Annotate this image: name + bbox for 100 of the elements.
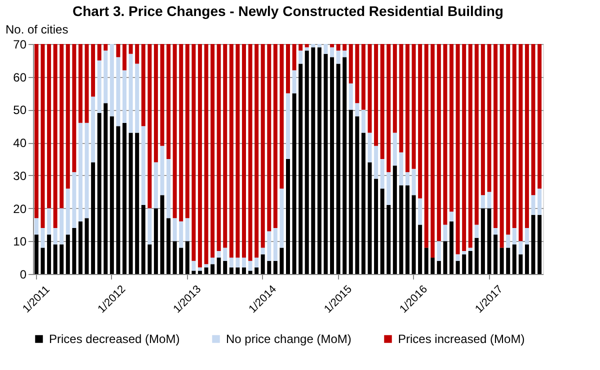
- bar: [72, 172, 76, 228]
- bar: [236, 267, 240, 274]
- bar: [336, 44, 340, 51]
- legend-label: No price change (MoM): [226, 332, 352, 346]
- bar: [317, 47, 322, 274]
- bar: [392, 44, 397, 133]
- bar: [97, 113, 102, 274]
- y-tick-label: 20: [13, 202, 27, 216]
- bar: [172, 241, 177, 274]
- bar: [456, 260, 460, 274]
- bar: [78, 221, 82, 274]
- bar: [506, 44, 510, 235]
- bar: [280, 248, 284, 274]
- bar: [122, 70, 126, 123]
- bar: [267, 260, 272, 274]
- bar: [418, 224, 422, 274]
- bar: [506, 248, 510, 274]
- bar: [311, 47, 316, 274]
- bar: [135, 44, 140, 64]
- bar: [122, 44, 126, 70]
- bar: [336, 64, 340, 274]
- bar: [198, 44, 202, 268]
- bar: [494, 44, 498, 228]
- bar: [210, 258, 215, 264]
- bar: [424, 44, 428, 248]
- bar: [518, 241, 523, 254]
- bar: [531, 195, 536, 215]
- bar: [324, 54, 328, 274]
- bar: [185, 44, 190, 218]
- bar: [430, 44, 435, 258]
- bar: [84, 122, 89, 218]
- bar: [116, 57, 120, 126]
- bar: [386, 205, 391, 274]
- bar: [185, 218, 190, 242]
- bar: [462, 254, 466, 274]
- bar: [34, 234, 38, 274]
- bar: [236, 258, 240, 268]
- y-tick-label: 30: [13, 168, 27, 183]
- bar: [204, 267, 208, 274]
- bar: [524, 44, 529, 228]
- bar: [273, 228, 278, 261]
- bar: [248, 260, 252, 271]
- bar: [386, 172, 391, 205]
- bar: [216, 251, 221, 258]
- bar: [474, 238, 479, 274]
- y-tick-label: 70: [13, 38, 27, 52]
- bar: [524, 244, 529, 274]
- bar: [160, 146, 164, 196]
- bar: [330, 47, 334, 58]
- bar: [500, 44, 504, 248]
- bar: [128, 54, 133, 133]
- bar: [280, 44, 284, 189]
- bar: [386, 44, 391, 172]
- bar: [436, 44, 441, 242]
- bar: [450, 212, 454, 222]
- bar: [128, 132, 133, 274]
- bar: [242, 44, 246, 258]
- bar: [254, 267, 259, 274]
- bar: [286, 159, 290, 274]
- bar: [443, 224, 448, 242]
- bar: [399, 44, 404, 152]
- legend-label: Prices decreased (MoM): [49, 332, 180, 346]
- bar: [506, 234, 510, 248]
- bar: [342, 50, 347, 58]
- bar: [223, 248, 228, 261]
- bar: [60, 208, 64, 244]
- bar: [40, 228, 45, 248]
- bar: [412, 44, 416, 169]
- bar: [179, 44, 184, 222]
- bar: [248, 270, 252, 274]
- bar: [66, 44, 70, 189]
- bar: [179, 221, 184, 248]
- bar: [192, 270, 196, 274]
- bar: [304, 44, 309, 48]
- bar: [480, 195, 485, 208]
- bar: [166, 218, 171, 274]
- bar: [84, 44, 89, 123]
- bar: [267, 44, 272, 232]
- bar: [135, 132, 140, 274]
- bar: [450, 44, 454, 212]
- bar: [298, 50, 303, 64]
- bar: [154, 208, 158, 274]
- bar: [292, 44, 296, 70]
- bar: [40, 248, 45, 274]
- bar: [198, 270, 202, 274]
- bar: [348, 110, 353, 274]
- y-tick-label: 60: [13, 70, 27, 84]
- bar: [524, 228, 529, 244]
- bar: [260, 248, 265, 254]
- bar: [462, 44, 466, 251]
- bar: [342, 57, 347, 274]
- bar: [311, 44, 316, 48]
- bar: [368, 162, 372, 274]
- bar: [456, 254, 460, 261]
- bar: [97, 60, 102, 113]
- bar: [60, 44, 64, 208]
- bar: [91, 162, 96, 274]
- bar: [456, 44, 460, 254]
- bar: [430, 258, 435, 274]
- bar: [348, 44, 353, 84]
